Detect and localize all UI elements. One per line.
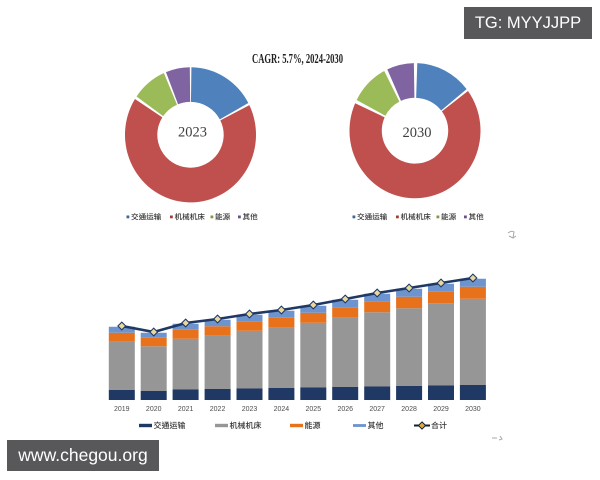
svg-text:2020: 2020 xyxy=(146,406,162,413)
svg-text:2030: 2030 xyxy=(403,125,432,141)
svg-text:2026: 2026 xyxy=(337,406,353,413)
svg-text:2024: 2024 xyxy=(274,406,290,413)
svg-text:2019: 2019 xyxy=(114,406,130,413)
svg-text:2023: 2023 xyxy=(242,406,258,413)
svg-text:2029: 2029 xyxy=(433,406,449,413)
svg-text:CAGR: 5.7%, 2024-2030: CAGR: 5.7%, 2024-2030 xyxy=(252,52,343,67)
svg-text:2023: 2023 xyxy=(178,125,207,141)
svg-text:2021: 2021 xyxy=(178,406,194,413)
svg-text:2028: 2028 xyxy=(401,406,417,413)
svg-text:2030: 2030 xyxy=(465,406,481,413)
svg-text:2027: 2027 xyxy=(369,406,385,413)
svg-text:2022: 2022 xyxy=(210,406,226,413)
svg-text:2025: 2025 xyxy=(306,406,322,413)
